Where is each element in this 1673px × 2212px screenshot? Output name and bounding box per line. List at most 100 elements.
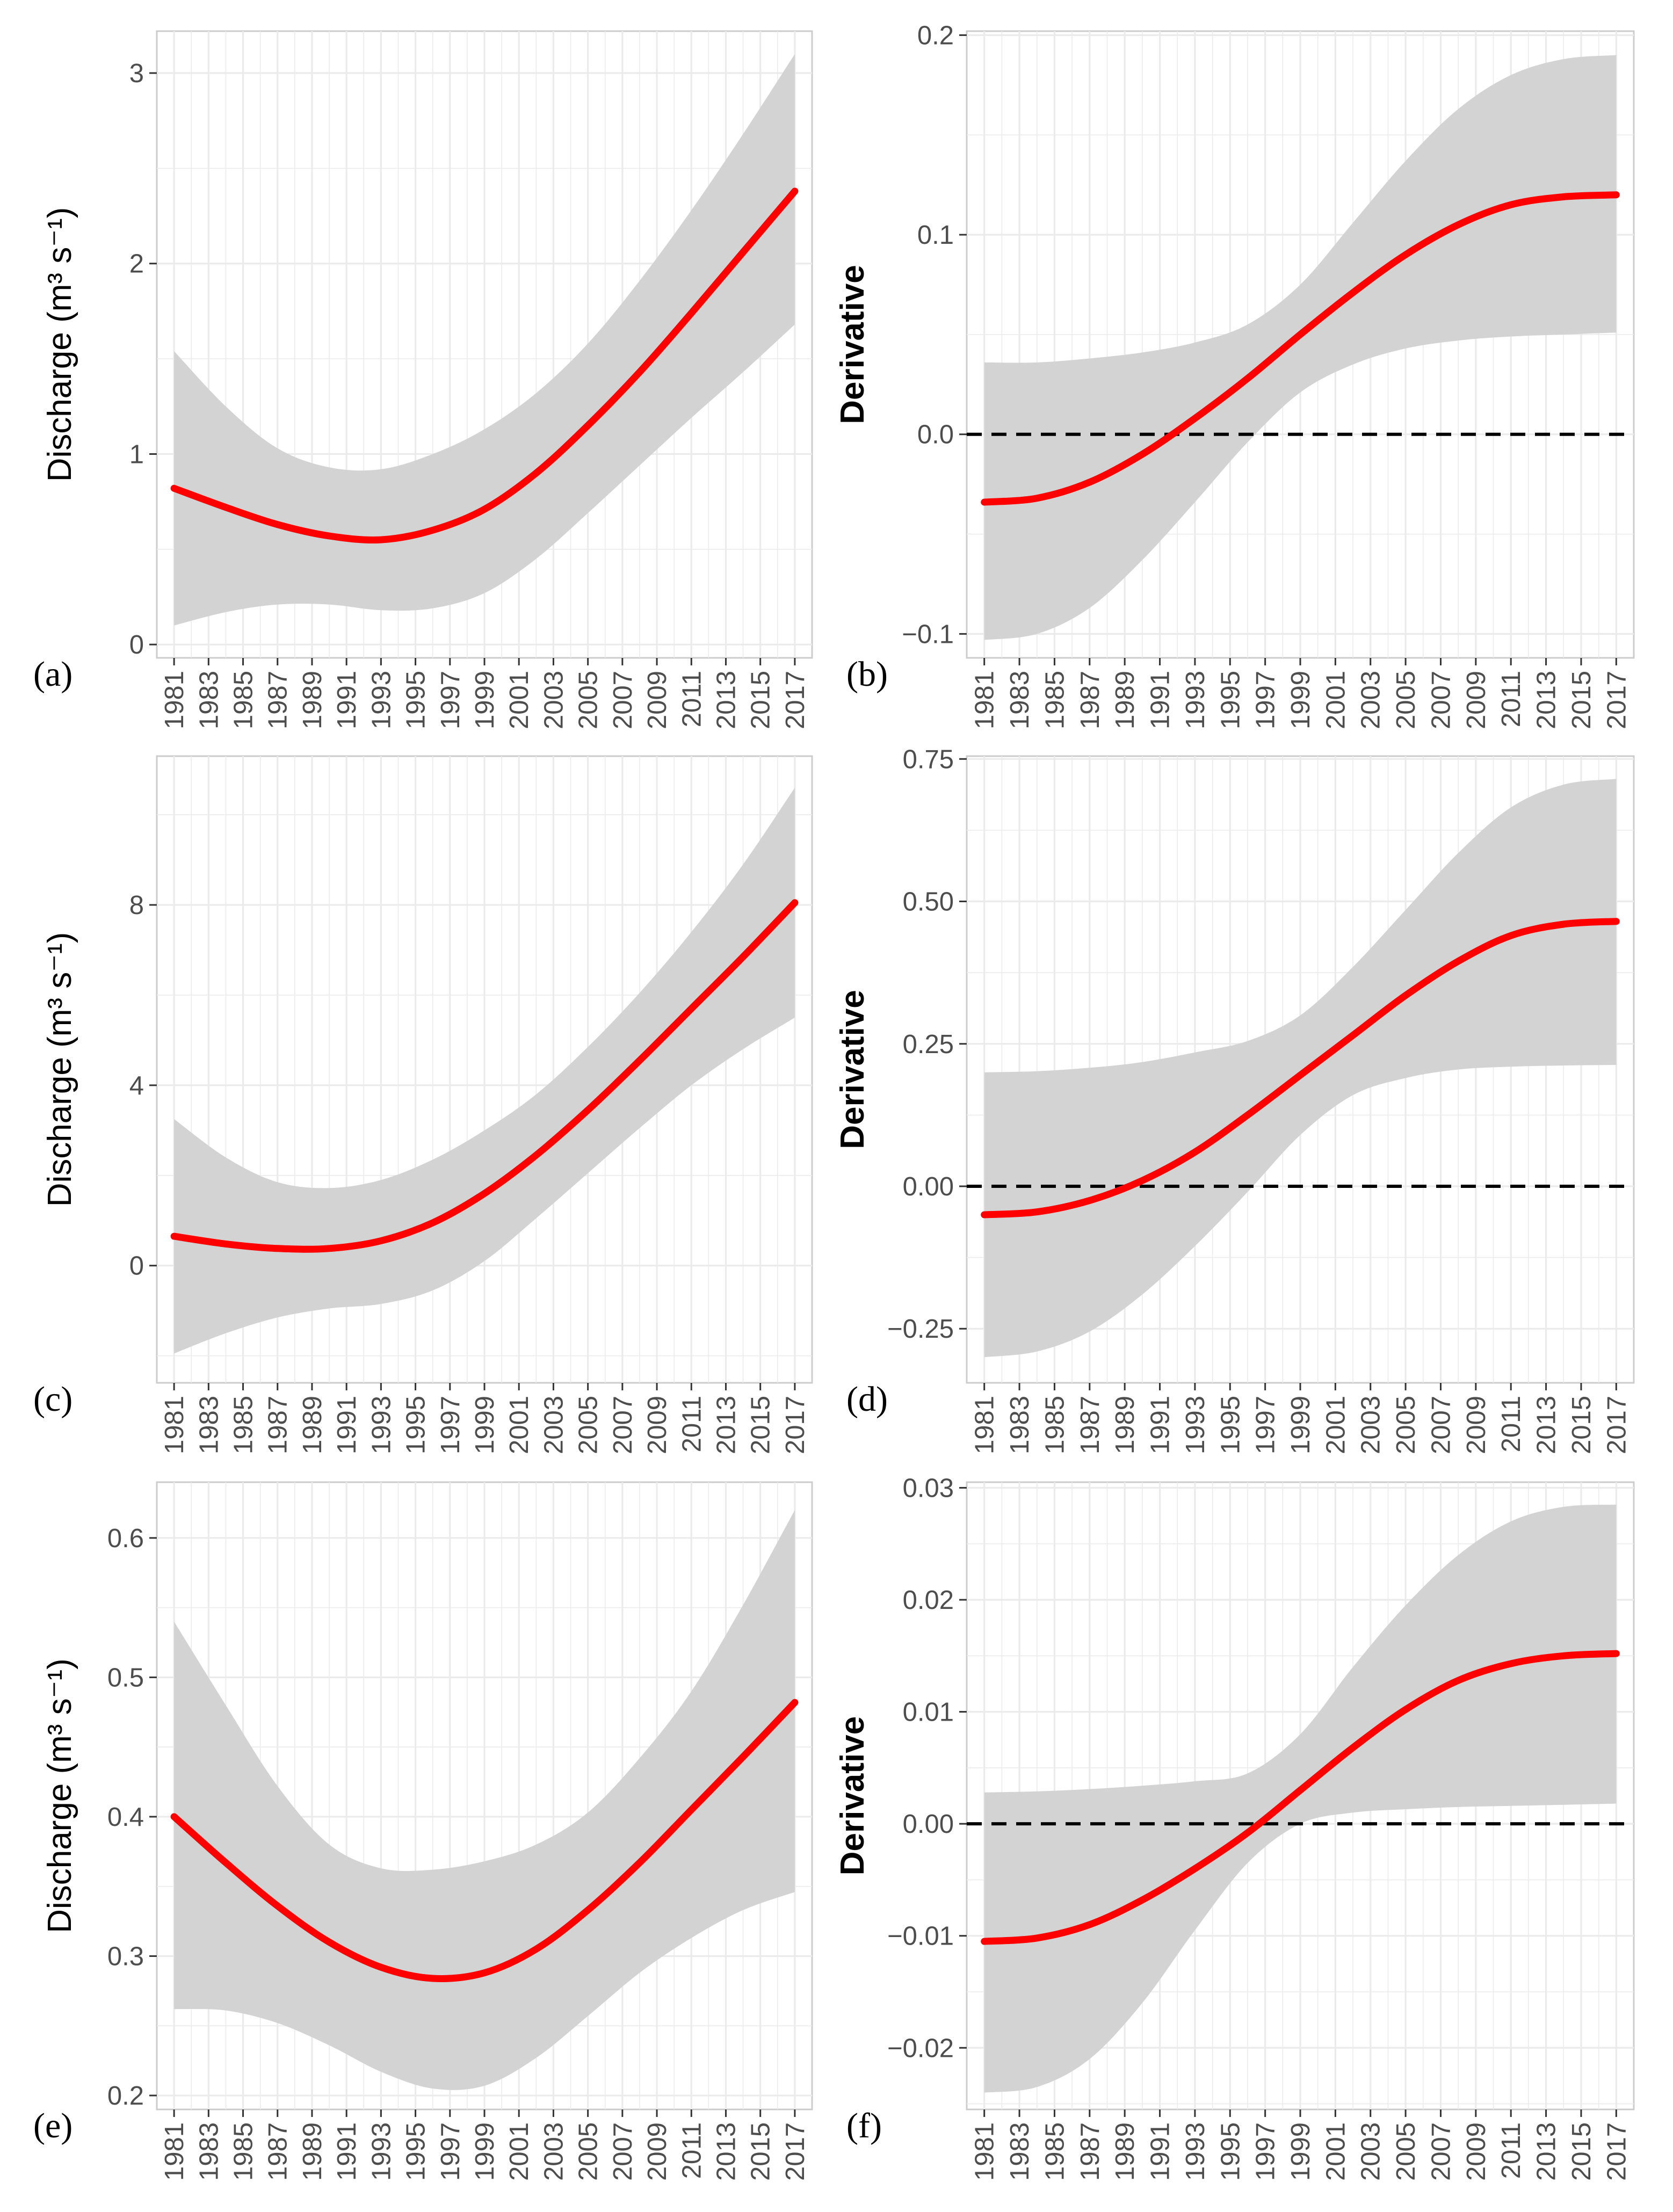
y-tick-label: 1 (129, 440, 144, 469)
panel-letter: (d) (846, 1380, 888, 1419)
y-tick-label: 0 (129, 1252, 144, 1281)
x-tick-label: 2017 (1602, 2122, 1631, 2181)
x-tick-label: 1981 (160, 1396, 189, 1454)
x-tick-label: 2005 (574, 671, 603, 729)
x-tick-label: 2011 (1497, 2122, 1526, 2179)
x-tick-label: 1991 (1146, 1396, 1175, 1454)
x-tick-label: 1981 (971, 2122, 1000, 2181)
x-tick-label: 2011 (677, 1396, 706, 1452)
y-tick-label: 0.2 (917, 21, 954, 50)
x-tick-label: 2007 (1426, 1396, 1455, 1454)
x-tick-label: 2007 (609, 671, 638, 729)
y-tick-label: 0.2 (107, 2082, 144, 2111)
x-tick-label: 1991 (332, 2122, 361, 2181)
x-tick-label: 1983 (1005, 671, 1034, 729)
y-axis-title: Derivative (834, 265, 871, 424)
x-tick-label: 1987 (264, 2122, 293, 2181)
x-tick-label: 1989 (298, 1396, 327, 1454)
fitted-trend-line (170, 899, 799, 1253)
x-tick-label: 1991 (1146, 671, 1175, 729)
x-tick-label: 1983 (194, 671, 223, 729)
y-axis-title: Discharge (m³ s⁻¹) (41, 1658, 78, 1933)
x-tick-label: 1995 (402, 1396, 431, 1454)
x-tick-label: 2007 (1426, 2122, 1455, 2181)
y-axis-title: Discharge (m³ s⁻¹) (41, 207, 78, 482)
x-tick-label: 1997 (1251, 1396, 1280, 1454)
y-axis-title: Discharge (m³ s⁻¹) (41, 932, 78, 1207)
x-tick-label: 1999 (470, 671, 499, 729)
x-tick-label: 1997 (436, 2122, 465, 2181)
x-tick-label: 1999 (470, 2122, 499, 2181)
x-tick-label: 2017 (1602, 671, 1631, 729)
x-tick-label: 2017 (781, 1396, 810, 1454)
x-tick-label: 2015 (1567, 671, 1596, 729)
x-tick-label: 1999 (1286, 2122, 1315, 2181)
x-tick-label: 1995 (1216, 671, 1245, 729)
panel-letter: (b) (846, 655, 888, 694)
x-tick-label: 2011 (1497, 1396, 1526, 1452)
x-tick-label: 2005 (1392, 2122, 1421, 2181)
y-tick-label: −0.01 (887, 1922, 954, 1951)
x-tick-label: 2003 (1357, 671, 1386, 729)
x-tick-label: 2007 (1426, 671, 1455, 729)
x-tick-label: 1991 (1146, 2122, 1175, 2181)
confidence-band (174, 787, 795, 1354)
y-tick-label: 0.3 (107, 1942, 144, 1971)
x-tick-label: 2011 (1497, 671, 1526, 727)
x-tick-label: 2015 (747, 1396, 776, 1454)
x-tick-label: 2009 (643, 671, 672, 729)
x-tick-label: 1991 (332, 1396, 361, 1454)
x-tick-label: 2011 (677, 2122, 706, 2179)
x-tick-label: 1983 (1005, 2122, 1034, 2181)
x-tick-label: 2015 (747, 671, 776, 729)
y-tick-label: 0.02 (903, 1586, 954, 1615)
x-tick-label: 2013 (712, 671, 741, 729)
x-tick-label: 2003 (1357, 2122, 1386, 2181)
x-tick-label: 1985 (1040, 1396, 1069, 1454)
y-tick-label: 0 (129, 630, 144, 659)
y-tick-label: −0.1 (902, 620, 954, 649)
x-tick-label: 1999 (1286, 1396, 1315, 1454)
x-tick-label: 2017 (781, 2122, 810, 2181)
y-tick-label: 4 (129, 1071, 144, 1100)
confidence-band (984, 55, 1617, 640)
x-tick-label: 2001 (505, 2122, 534, 2181)
y-tick-label: 0.5 (107, 1663, 144, 1692)
x-tick-label: 2009 (1462, 1396, 1491, 1454)
x-tick-label: 2015 (1567, 1396, 1596, 1454)
y-tick-label: 0.01 (903, 1698, 954, 1727)
y-tick-label: 0.1 (917, 221, 954, 250)
x-tick-label: 2001 (1321, 2122, 1350, 2181)
x-tick-label: 2003 (539, 2122, 568, 2181)
x-tick-label: 1995 (402, 671, 431, 729)
x-tick-label: 1993 (1181, 1396, 1210, 1454)
fitted-trend-line (981, 918, 1620, 1219)
y-tick-label: 2 (129, 250, 144, 279)
x-tick-label: 2001 (1321, 671, 1350, 729)
x-tick-label: 1983 (194, 1396, 223, 1454)
x-tick-label: 2011 (677, 671, 706, 727)
panel-d: −0.25 0.00 0.25 0.50 0.75 1981 1983 1985 1987 198… (834, 745, 1635, 1454)
x-tick-label: 1983 (194, 2122, 223, 2181)
x-tick-label: 1981 (160, 671, 189, 729)
panel-a: 0 1 2 3 1981 1983 1985 1987 1989 1991 1993 1995 1997… (33, 30, 813, 729)
x-tick-label: 1995 (402, 2122, 431, 2181)
confidence-band (984, 779, 1617, 1358)
x-tick-label: 1993 (367, 671, 396, 729)
panel-letter: (c) (33, 1380, 73, 1419)
x-tick-label: 2003 (539, 671, 568, 729)
x-tick-label: 1981 (971, 671, 1000, 729)
y-tick-label: 0.50 (903, 888, 954, 917)
x-tick-label: 1993 (367, 1396, 396, 1454)
y-tick-label: 0.00 (903, 1810, 954, 1839)
x-tick-label: 1989 (1111, 1396, 1140, 1454)
x-tick-label: 2005 (1392, 671, 1421, 729)
x-tick-label: 1987 (264, 1396, 293, 1454)
x-tick-label: 2009 (1462, 671, 1491, 729)
x-tick-label: 1981 (160, 2122, 189, 2181)
x-tick-label: 2007 (609, 2122, 638, 2181)
x-tick-label: 1985 (1040, 2122, 1069, 2181)
